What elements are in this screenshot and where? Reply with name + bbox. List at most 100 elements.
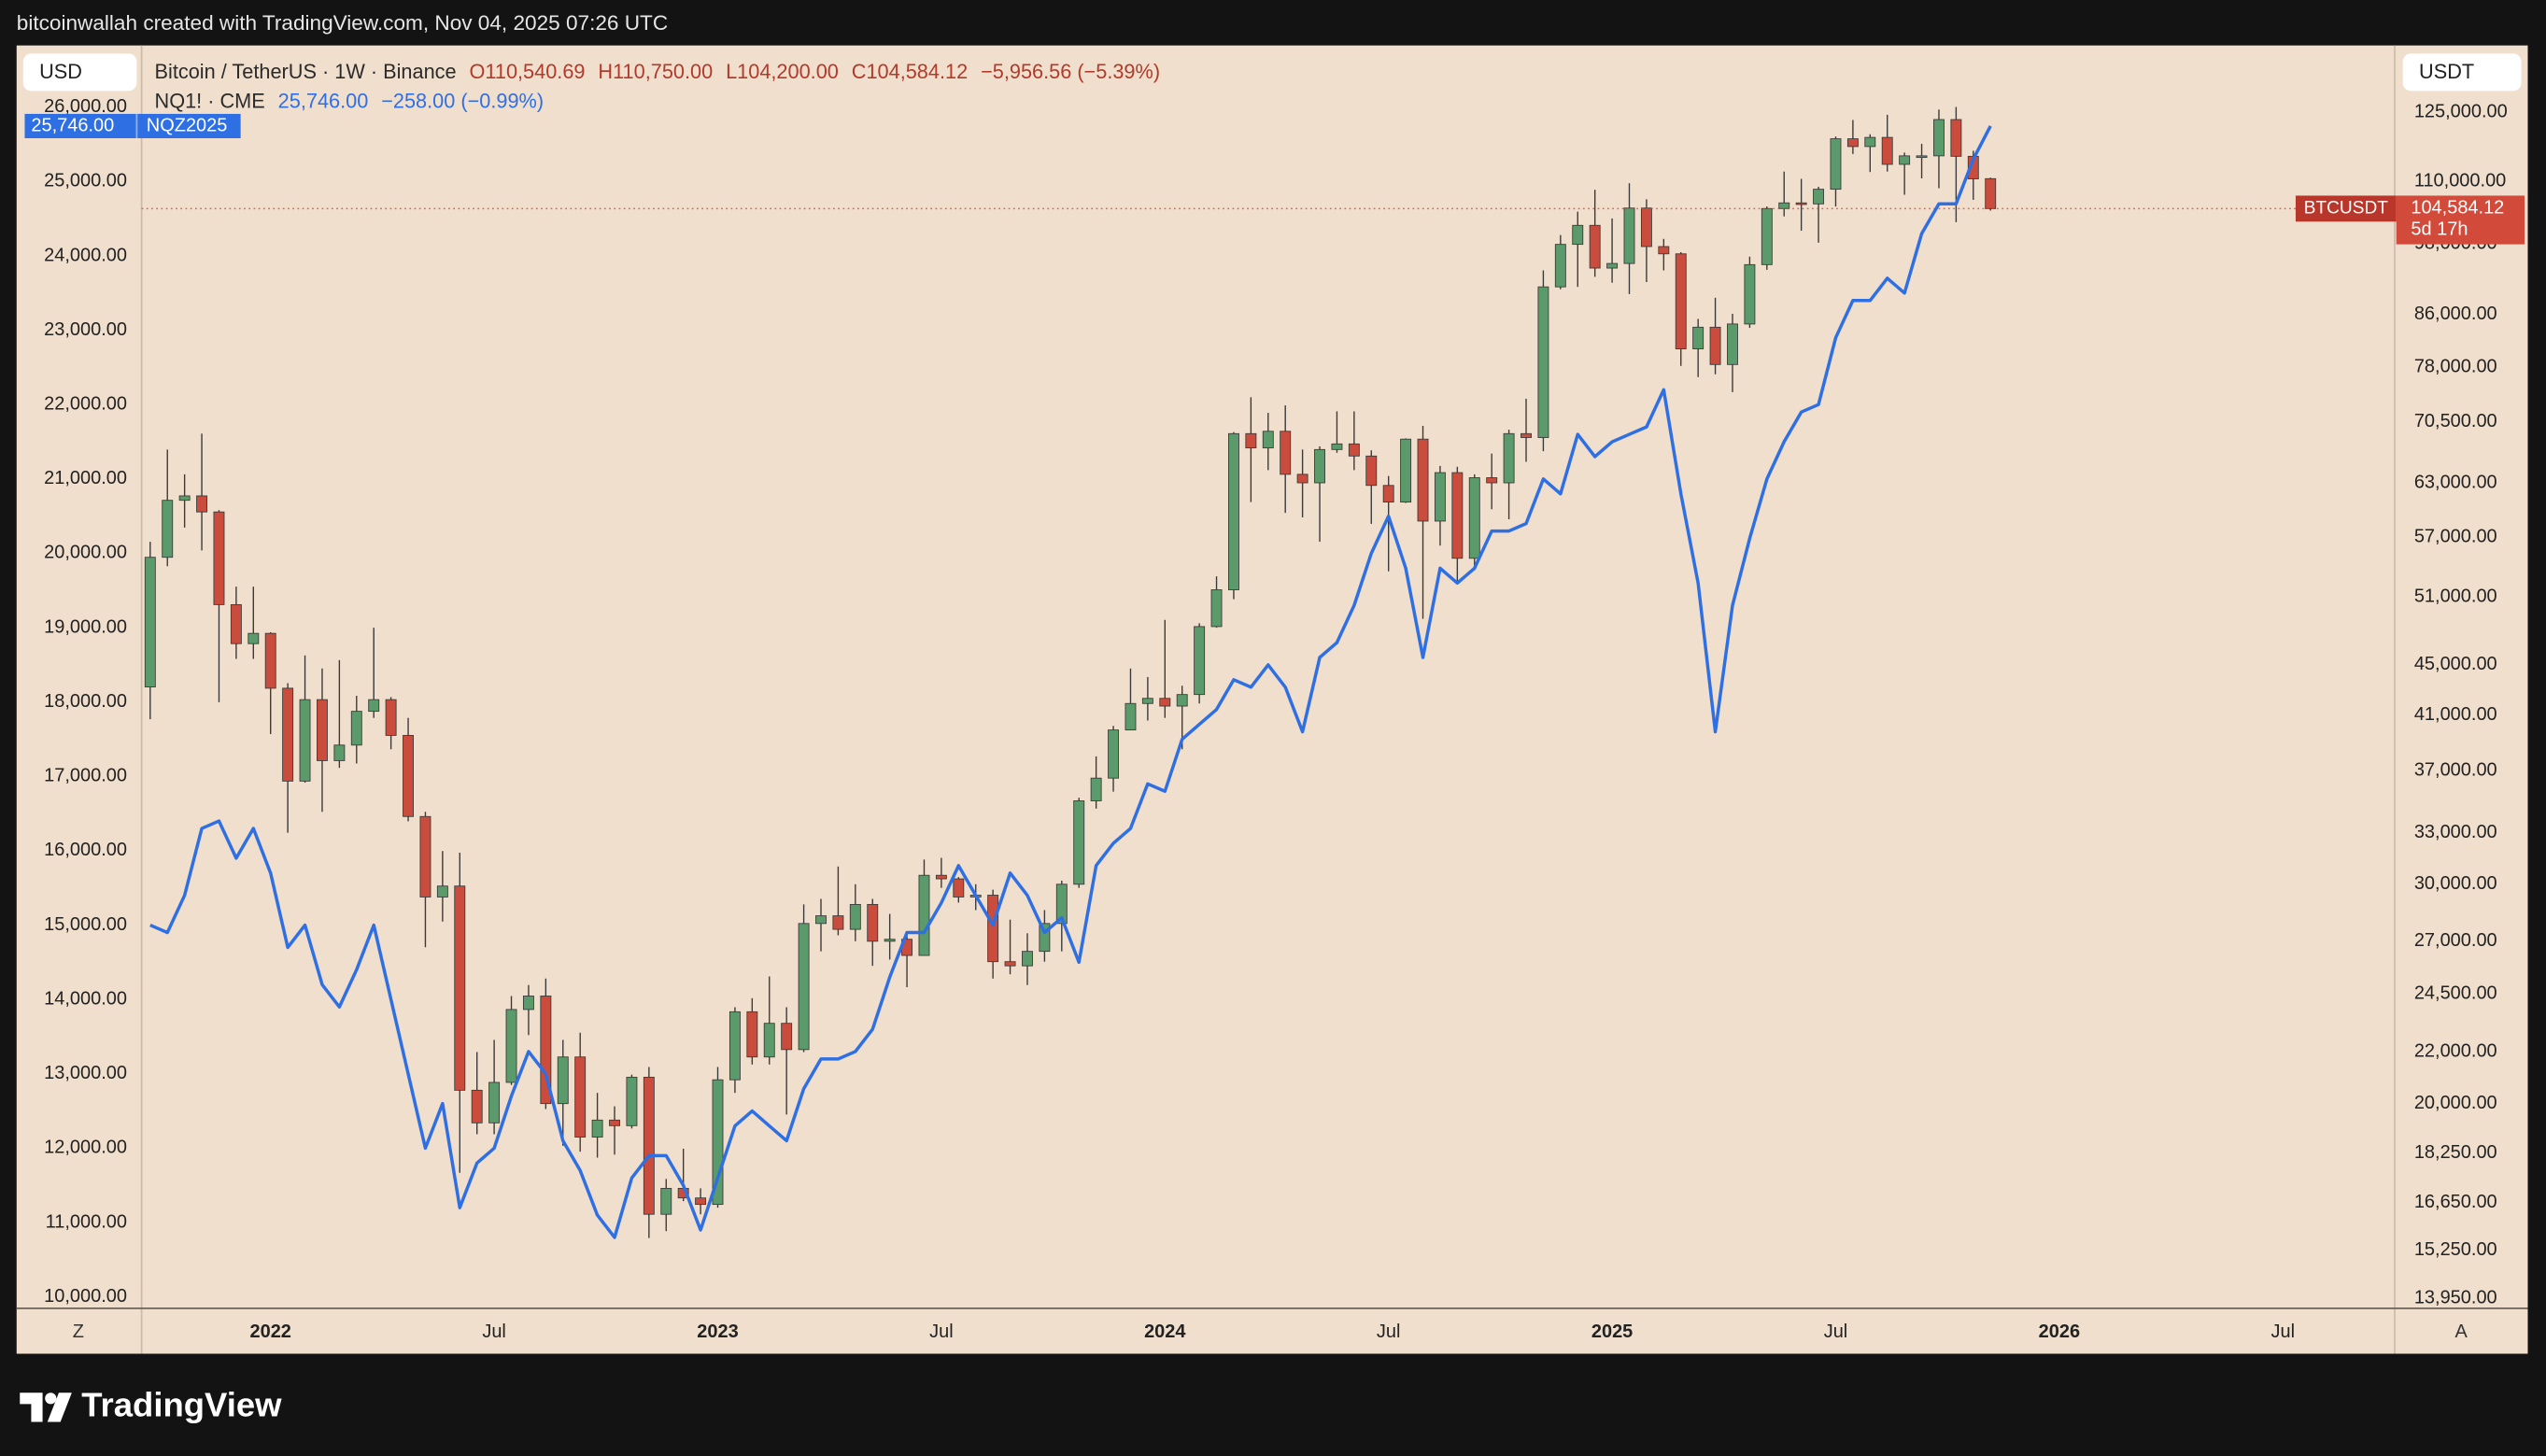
candle-body <box>1537 286 1549 438</box>
candle-body <box>1623 207 1635 264</box>
main-legend: Bitcoin / TetherUS · 1W · Binance O110,54… <box>155 60 1161 83</box>
candle-body <box>1658 246 1670 255</box>
series-name: Bitcoin / TetherUS · 1W · Binance <box>155 60 457 83</box>
candle-body <box>488 1081 501 1124</box>
candle-body <box>763 1023 775 1058</box>
candle-body <box>1348 443 1360 457</box>
y-tick-label: 11,000.00 <box>46 1211 127 1232</box>
candle-body <box>1830 138 1842 191</box>
candle-body <box>1950 119 1962 157</box>
plot: 10,000.00 11,000.00 12,000.00 13,000.00 14,0… <box>44 96 2508 1342</box>
x-tick-label: Jul <box>1377 1322 1401 1342</box>
candle-body <box>1778 202 1790 209</box>
change-label: −258.00 (−0.99%) <box>381 89 544 112</box>
y-tick-label: 16,000.00 <box>44 840 127 860</box>
candle-body <box>918 874 930 956</box>
y-tick-label: 33,000.00 <box>2414 822 2497 842</box>
y-tick-label: 51,000.00 <box>2414 587 2497 607</box>
candle-body <box>1451 472 1464 559</box>
y-tick-label: 24,000.00 <box>44 245 127 265</box>
y-tick-label: 78,000.00 <box>2414 357 2497 377</box>
candle-body <box>643 1076 655 1215</box>
x-tick-label: Jul <box>482 1322 506 1342</box>
candle-body <box>1108 729 1120 779</box>
y-tick-label: 21,000.00 <box>44 468 127 488</box>
candle-body <box>867 903 879 942</box>
candle-body <box>368 699 380 713</box>
candle-body <box>1486 477 1498 484</box>
series-name: NQ1! · CME <box>155 89 265 112</box>
y-tick-label: 19,000.00 <box>44 616 127 637</box>
candle-body <box>1864 136 1876 148</box>
currency-label: USDT <box>2419 60 2474 83</box>
candle-body <box>798 923 810 1051</box>
candle-body <box>230 603 242 644</box>
y-tick-label: 25,000.00 <box>44 171 127 191</box>
candle-body <box>1521 432 1532 438</box>
y-tick-label: 18,000.00 <box>44 691 127 712</box>
candle-body <box>385 699 397 736</box>
x-tick-label: 2023 <box>697 1322 738 1342</box>
candle-body <box>712 1079 724 1206</box>
candle-body <box>1813 189 1825 205</box>
auto-scale-button[interactable]: A <box>2455 1322 2468 1342</box>
candle-body <box>1194 626 1206 696</box>
y-tick-label: 63,000.00 <box>2414 472 2497 492</box>
y-tick-label: 45,000.00 <box>2414 654 2497 674</box>
candle-body <box>695 1197 707 1206</box>
candle-body <box>832 915 844 930</box>
y-tick-label: 13,950.00 <box>2414 1288 2497 1308</box>
y-tick-label: 23,000.00 <box>44 319 127 340</box>
candle-body <box>299 699 311 782</box>
candle-body <box>1124 702 1137 731</box>
candle-body <box>849 903 861 930</box>
y-tick-label: 16,650.00 <box>2414 1192 2497 1212</box>
candle-body <box>746 1011 758 1058</box>
candle-body <box>1417 438 1429 522</box>
y-tick-label: 22,000.00 <box>44 394 127 415</box>
candle-body <box>1090 777 1102 801</box>
series-line <box>149 125 1992 1239</box>
candle-body <box>1846 138 1859 148</box>
close-label: C104,584.12 <box>852 60 968 83</box>
y-tick-label: 30,000.00 <box>2414 873 2497 894</box>
x-tick-label: 2026 <box>2039 1322 2080 1342</box>
y-tick-label: 10,000.00 <box>44 1286 127 1307</box>
candle-body <box>282 687 294 782</box>
open-label: O110,540.69 <box>470 60 586 83</box>
candle-body <box>781 1023 793 1051</box>
candle-body <box>1314 448 1325 484</box>
x-tick-label: Jul <box>1824 1322 1848 1342</box>
y-tick-label: 125,000.00 <box>2414 101 2508 121</box>
zoom-button[interactable]: Z <box>73 1322 84 1342</box>
candle-body <box>591 1119 603 1138</box>
candle-body <box>333 744 346 761</box>
y-tick-label: 26,000.00 <box>44 96 127 117</box>
candle-body <box>1554 244 1566 288</box>
candle-body <box>1640 207 1652 247</box>
compare-legend: NQ1! · CME 25,746.00 −258.00 (−0.99%) <box>155 89 545 112</box>
y-tick-label: 57,000.00 <box>2414 526 2497 546</box>
candle-body <box>1675 253 1687 349</box>
candle-body <box>1899 155 1911 165</box>
candle-body <box>609 1119 620 1126</box>
candle-body <box>1589 224 1601 269</box>
candle-body <box>1176 694 1188 707</box>
candle-body <box>264 632 276 689</box>
change-label: −5,956.56 (−5.39%) <box>981 60 1160 83</box>
candle-body <box>196 495 208 513</box>
y-tick-label: 70,500.00 <box>2414 411 2497 431</box>
candle-body <box>1727 323 1738 365</box>
currency-button[interactable] <box>2402 53 2522 92</box>
candle-body <box>436 885 448 898</box>
currency-button[interactable] <box>22 53 137 92</box>
candle-body <box>522 996 534 1011</box>
brand-logo <box>20 1392 72 1422</box>
candle-body <box>1692 326 1704 349</box>
y-tick-label: 20,000.00 <box>44 543 127 563</box>
y-tick-label: 13,000.00 <box>44 1063 127 1083</box>
candle-body <box>1004 961 1016 967</box>
candle-body <box>1795 202 1807 205</box>
